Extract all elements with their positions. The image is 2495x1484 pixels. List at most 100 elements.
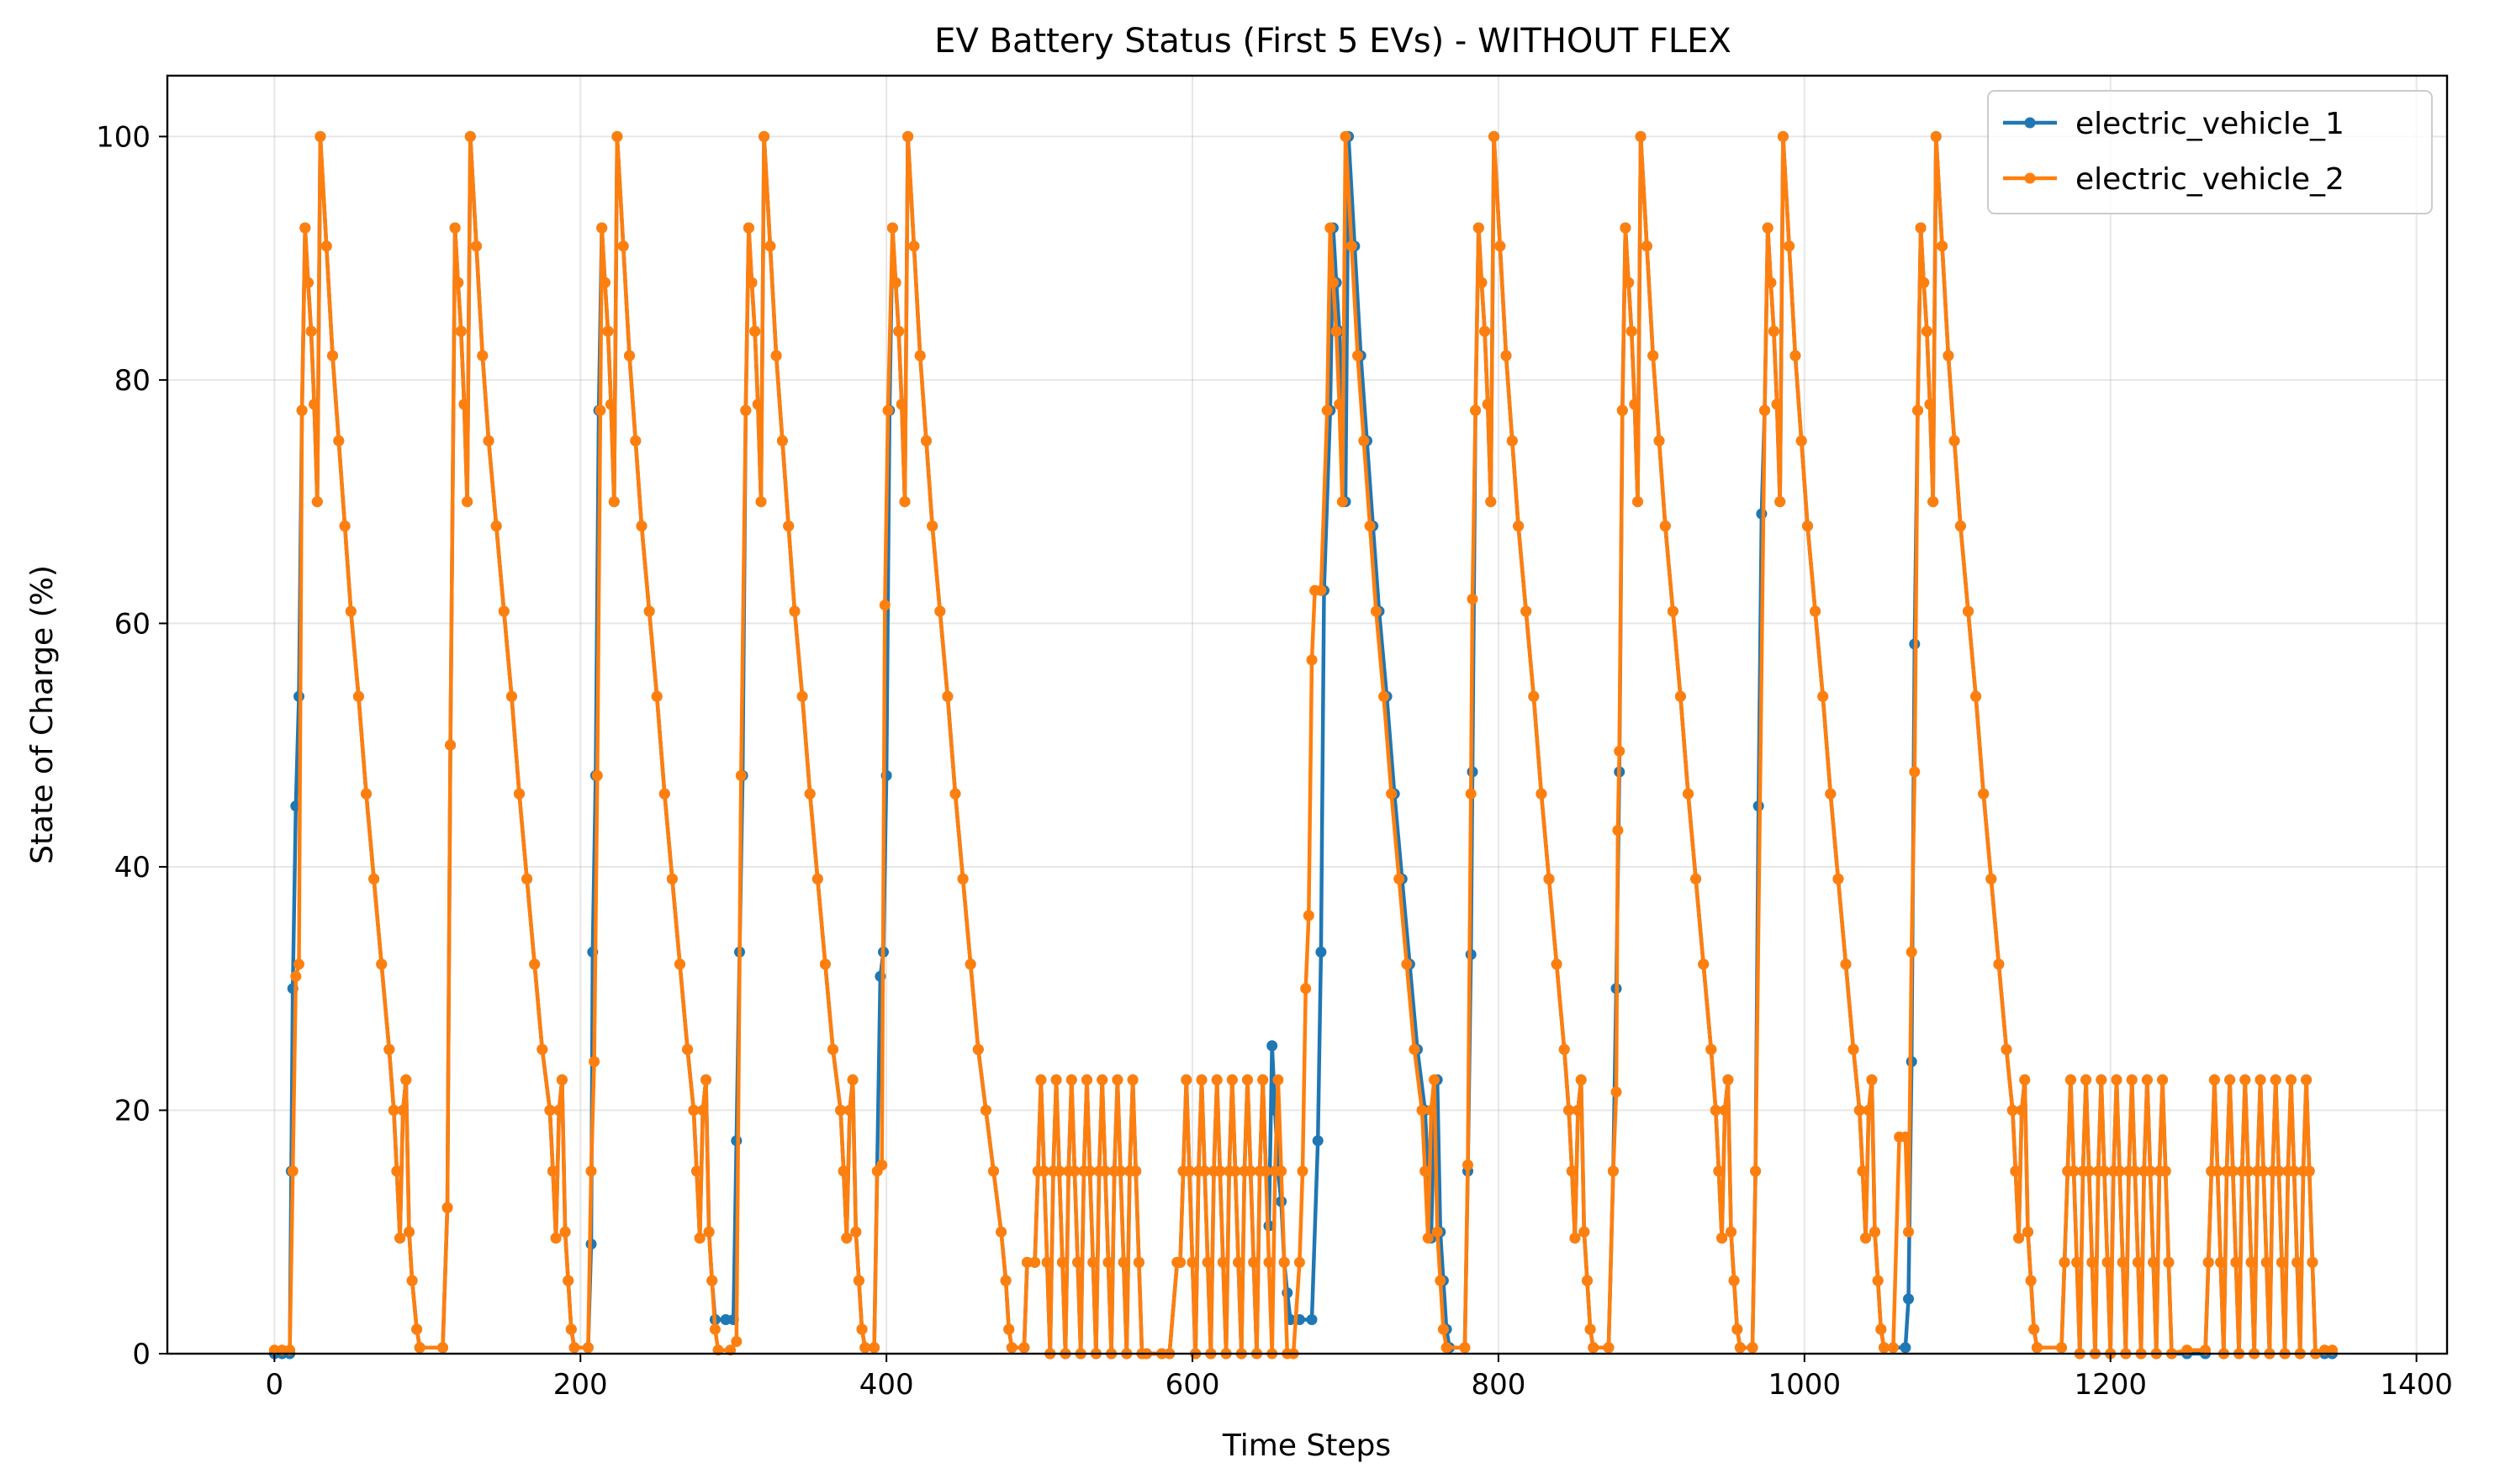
data-point [1629, 399, 1641, 410]
data-point [1635, 130, 1647, 142]
data-point [636, 520, 648, 532]
y-tick-label: 100 [96, 120, 151, 154]
data-point [462, 496, 473, 508]
data-point [2159, 1165, 2171, 1177]
data-point [1081, 1074, 1092, 1085]
data-point [1500, 350, 1512, 362]
data-point [942, 690, 954, 702]
data-point [2208, 1074, 2220, 1085]
data-point [1263, 1256, 1275, 1268]
data-point [827, 1043, 838, 1055]
data-point [1175, 1256, 1186, 1268]
data-point [1575, 1074, 1587, 1085]
legend-label-electric-vehicle-1: electric_vehicle_1 [2075, 107, 2344, 141]
data-point [1248, 1256, 1260, 1268]
y-tick-label: 0 [132, 1338, 151, 1371]
data-point [819, 959, 831, 970]
data-point [1416, 1105, 1428, 1116]
data-point [1887, 1342, 1899, 1354]
data-point [1099, 1165, 1111, 1177]
data-point [844, 1105, 855, 1116]
data-point [835, 1105, 847, 1116]
data-point [1102, 1256, 1114, 1268]
data-point [1370, 605, 1382, 617]
data-point [674, 959, 685, 970]
data-point [811, 873, 823, 885]
data-point [1900, 1342, 1911, 1354]
x-tick-label: 400 [859, 1368, 914, 1402]
data-point [838, 1165, 849, 1177]
data-point [1340, 130, 1351, 142]
data-point [1214, 1165, 1226, 1177]
data-point [764, 240, 776, 252]
data-point [746, 277, 758, 288]
data-point [740, 404, 752, 416]
data-point [2215, 1256, 2227, 1268]
data-point [752, 399, 764, 410]
data-point [1330, 325, 1342, 337]
data-point [602, 325, 614, 337]
data-point [1358, 435, 1370, 446]
data-point [2258, 1165, 2270, 1177]
data-point [1470, 404, 1482, 416]
data-point [1903, 1226, 1914, 1238]
data-point [1771, 399, 1783, 410]
data-point [1401, 959, 1413, 970]
y-tick-label: 40 [114, 851, 151, 885]
data-point [1777, 130, 1789, 142]
series-electric-vehicle-2 [268, 130, 2338, 1360]
data-point [1181, 1074, 1192, 1085]
data-point [899, 496, 911, 508]
data-point [553, 1105, 565, 1116]
y-axis-label: State of Charge (%) [25, 565, 60, 864]
data-point [1612, 825, 1624, 836]
data-point [1312, 1135, 1324, 1147]
data-point [1985, 873, 1997, 885]
data-point [376, 959, 388, 970]
data-point [414, 1342, 426, 1354]
data-point [700, 1074, 711, 1085]
data-point [1196, 1074, 1208, 1085]
data-point [320, 240, 332, 252]
data-point [1276, 1165, 1287, 1177]
data-point [2163, 1256, 2175, 1268]
data-point [437, 1342, 448, 1354]
data-point [934, 605, 946, 617]
data-point [804, 788, 816, 800]
data-point [850, 1226, 862, 1238]
data-point [1112, 1074, 1123, 1085]
data-point [853, 1275, 864, 1286]
data-point [1930, 130, 1942, 142]
x-axis-label: Time Steps [1222, 1429, 1391, 1463]
data-point [949, 788, 961, 800]
data-point [691, 1165, 702, 1177]
data-point [776, 435, 788, 446]
data-point [1041, 1256, 1053, 1268]
data-point [720, 1314, 732, 1325]
data-point [2064, 1074, 2076, 1085]
data-point [1056, 1256, 1068, 1268]
data-point [368, 873, 380, 885]
data-point [1853, 1105, 1865, 1116]
data-point [464, 130, 476, 142]
data-point [2303, 1165, 2315, 1177]
data-point [2016, 1105, 2027, 1116]
data-point [1802, 520, 1813, 532]
data-point [1588, 1342, 1599, 1354]
data-point [2114, 1165, 2126, 1177]
data-point [617, 240, 629, 252]
data-point [749, 325, 761, 337]
data-point [1069, 1165, 1081, 1177]
data-point [608, 496, 620, 508]
data-point [1321, 404, 1333, 416]
data-point [2144, 1165, 2156, 1177]
legend: electric_vehicle_1 electric_vehicle_2 [1987, 90, 2433, 214]
data-point [1584, 1323, 1596, 1335]
data-point [1233, 1256, 1245, 1268]
data-point [559, 1226, 571, 1238]
data-point [1918, 277, 1930, 288]
data-point [1528, 690, 1540, 702]
data-point [1573, 1105, 1583, 1116]
data-point [1364, 520, 1376, 532]
